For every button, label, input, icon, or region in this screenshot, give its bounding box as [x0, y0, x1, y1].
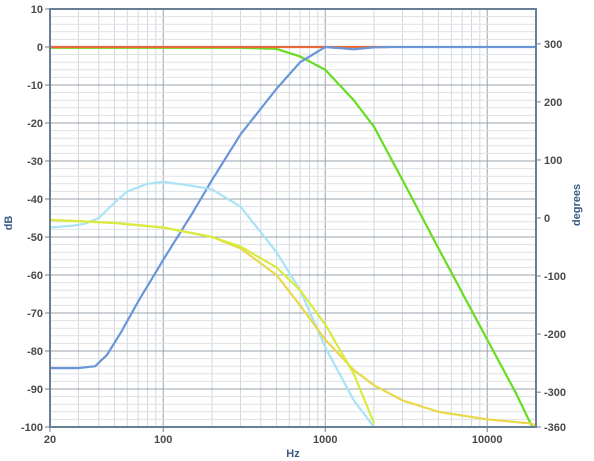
y-tick-label: -30 [27, 156, 43, 168]
x-tick-label: 100 [154, 434, 172, 446]
x-tick-label: 1000 [313, 434, 337, 446]
y2-tick-label: -100 [544, 271, 566, 283]
y2-tick-label: -360 [544, 422, 566, 434]
x-axis-ticks: 20 100 1000 10000 [44, 427, 503, 446]
y2-tick-label: 300 [544, 39, 562, 51]
y2-tick-label: 0 [544, 213, 550, 225]
y-axis-ticks: 10 0 -10 -20 -30 -40 -50 -60 -70 -80 -90 -100 [21, 4, 50, 434]
y-tick-label: 10 [31, 4, 43, 16]
y2-axis-title: degrees [571, 184, 583, 226]
y-tick-label: -100 [21, 422, 43, 434]
x-tick-label: 10000 [472, 434, 503, 446]
x-tick-label: 20 [44, 434, 56, 446]
series-line-3 [50, 45, 536, 370]
y-tick-label: -40 [27, 194, 43, 206]
x-axis-title: Hz [286, 448, 300, 460]
y2-tick-label: 100 [544, 155, 562, 167]
y2-axis-ticks: 300 200 100 0 -100 -200 -300 -360 [536, 39, 566, 434]
y-axis-title: dB [3, 216, 15, 231]
y-tick-label: -60 [27, 270, 43, 282]
series-line-6 [49, 218, 376, 424]
y-tick-label: -80 [27, 346, 43, 358]
y-tick-label: -50 [27, 232, 43, 244]
y-tick-label: -90 [27, 384, 43, 396]
y-tick-label: -10 [27, 80, 43, 92]
y2-tick-label: -200 [544, 329, 566, 341]
y2-tick-label: 200 [544, 97, 562, 109]
y2-tick-label: -300 [544, 387, 566, 399]
plot-area [50, 9, 536, 427]
y-tick-label: -20 [27, 118, 43, 130]
grid [49, 8, 537, 428]
y-tick-label: 0 [37, 42, 43, 54]
series-layer [49, 45, 537, 428]
y-tick-label: -70 [27, 308, 43, 320]
